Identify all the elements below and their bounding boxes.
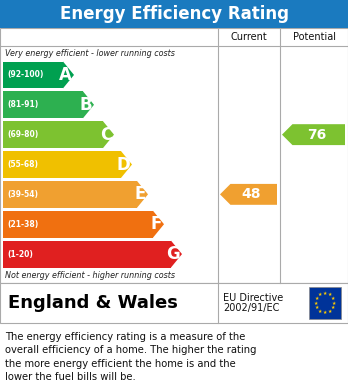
Text: ★: ★	[315, 296, 319, 301]
Polygon shape	[63, 61, 74, 88]
Text: B: B	[79, 96, 92, 114]
Bar	[3, 61, 63, 88]
Text: (81-91): (81-91)	[7, 100, 38, 109]
Text: ★: ★	[331, 296, 335, 301]
Bar	[3, 91, 83, 118]
Text: ★: ★	[323, 310, 327, 315]
Text: 76: 76	[307, 127, 326, 142]
Text: ★: ★	[318, 292, 323, 298]
Text: G: G	[166, 245, 180, 263]
Polygon shape	[220, 184, 277, 205]
Text: Energy Efficiency Rating: Energy Efficiency Rating	[60, 5, 288, 23]
Polygon shape	[137, 181, 148, 208]
Text: ★: ★	[331, 305, 335, 310]
Text: (69-80): (69-80)	[7, 130, 38, 139]
Text: 2002/91/EC: 2002/91/EC	[223, 303, 279, 313]
Text: EU Directive: EU Directive	[223, 293, 283, 303]
Text: ★: ★	[327, 308, 332, 314]
Text: Current: Current	[231, 32, 267, 42]
Polygon shape	[121, 151, 132, 178]
Text: ★: ★	[318, 308, 323, 314]
Polygon shape	[171, 240, 182, 267]
Text: D: D	[116, 156, 130, 174]
Text: (92-100): (92-100)	[7, 70, 44, 79]
Bar	[3, 211, 153, 238]
Polygon shape	[83, 91, 94, 118]
Text: F: F	[151, 215, 162, 233]
Text: ★: ★	[314, 301, 318, 305]
Bar	[3, 121, 103, 148]
Bar	[0, 283, 348, 323]
Text: ★: ★	[327, 292, 332, 298]
Text: (21-38): (21-38)	[7, 220, 38, 229]
Text: ★: ★	[315, 305, 319, 310]
Polygon shape	[153, 211, 164, 238]
Text: Not energy efficient - higher running costs: Not energy efficient - higher running co…	[5, 271, 175, 280]
Text: (39-54): (39-54)	[7, 190, 38, 199]
Bar	[3, 151, 121, 178]
Text: 48: 48	[242, 187, 261, 201]
Text: ★: ★	[332, 301, 337, 305]
Text: The energy efficiency rating is a measure of the
overall efficiency of a home. T: The energy efficiency rating is a measur…	[5, 332, 256, 382]
Polygon shape	[282, 124, 345, 145]
Text: Very energy efficient - lower running costs: Very energy efficient - lower running co…	[5, 48, 175, 57]
Text: E: E	[135, 185, 146, 203]
Text: ★: ★	[323, 291, 327, 296]
Text: England & Wales: England & Wales	[8, 294, 178, 312]
Text: (55-68): (55-68)	[7, 160, 38, 169]
Polygon shape	[103, 121, 114, 148]
Bar	[0, 0, 348, 28]
Text: A: A	[59, 66, 72, 84]
Bar	[3, 181, 137, 208]
Bar	[3, 240, 171, 267]
Text: (1-20): (1-20)	[7, 249, 33, 258]
Text: C: C	[100, 126, 112, 143]
Text: Potential: Potential	[293, 32, 335, 42]
Bar	[0, 28, 348, 283]
Bar	[309, 287, 341, 319]
